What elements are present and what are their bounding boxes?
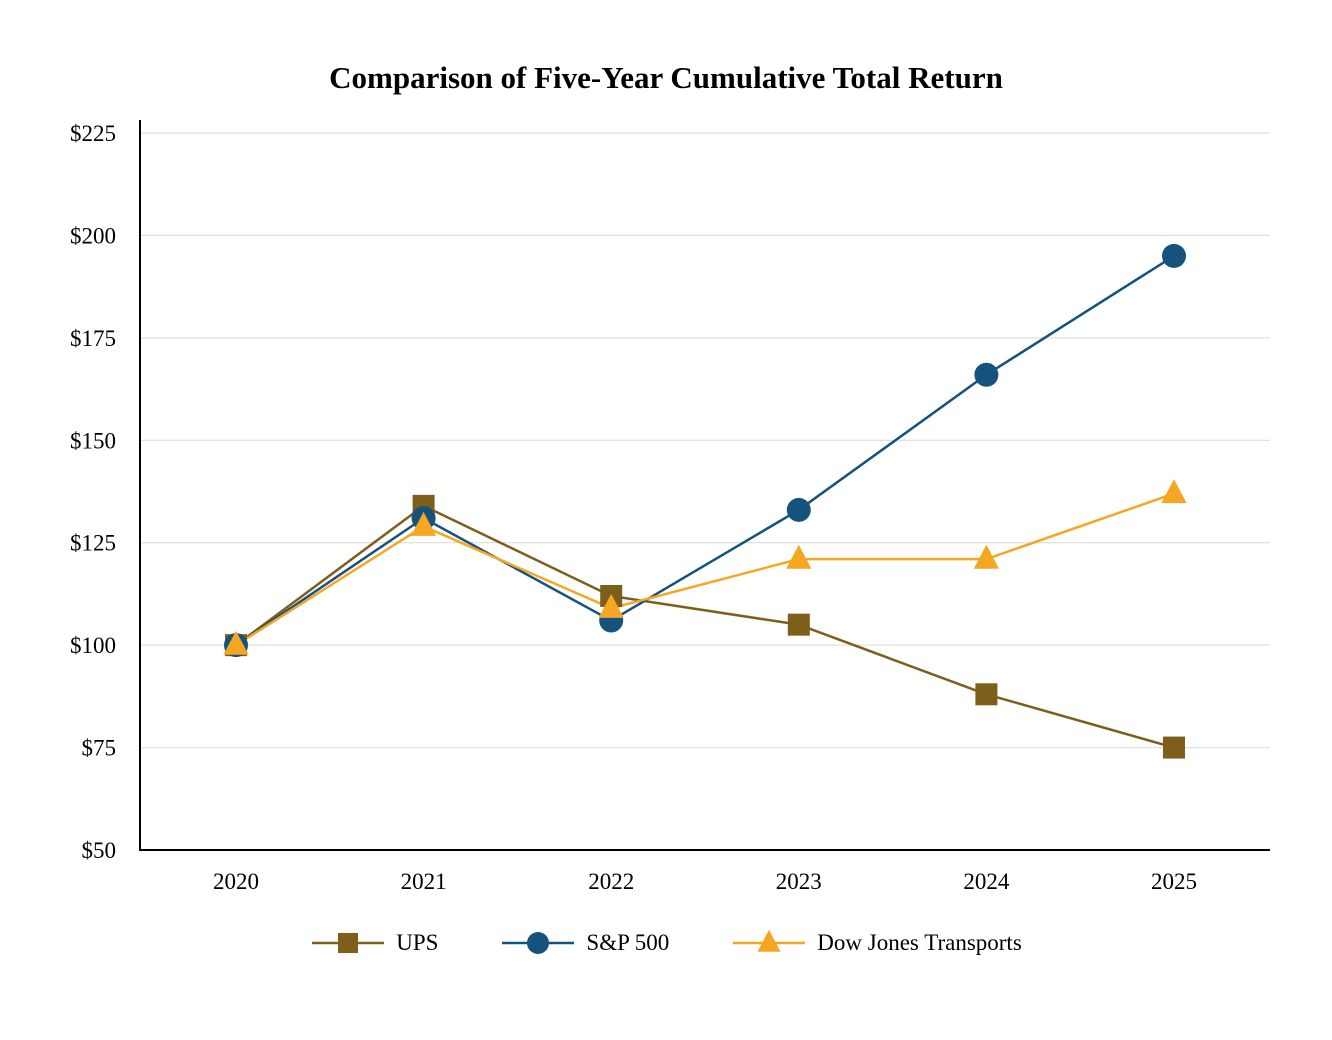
legend-item-ups: UPS — [310, 926, 438, 960]
marker-s-p-500-2025 — [1162, 243, 1186, 268]
marker-dow-jones-transports-2021 — [411, 511, 437, 536]
marker-s-p-500-2024 — [974, 362, 999, 387]
series-line-ups — [235, 504, 1175, 749]
legend-marker-ups — [338, 933, 359, 953]
x-axis-tick-label: 2023 — [776, 869, 822, 894]
y-axis-tick-label: $150 — [70, 428, 116, 453]
chart-plot-area: $50 $75 $100 $125 $150 $175 $200 $225 2020 2021 20… — [70, 120, 1270, 894]
legend-item-dow-jones-transports: Dow Jones Transports — [731, 926, 1022, 960]
x-axis-tick-label: 2024 — [963, 869, 1010, 894]
y-axis-tick-label: $50 — [82, 838, 117, 863]
marker-dow-jones-transports-2025 — [1161, 479, 1187, 504]
x-axis-tick-label: 2022 — [588, 869, 634, 894]
x-axis-tick-label: 2021 — [401, 869, 447, 894]
marker-dow-jones-transports-2022 — [598, 593, 624, 618]
marker-dow-jones-transports-2020 — [223, 630, 249, 655]
x-axis-tick-label: 2020 — [213, 869, 259, 894]
marker-ups-2025 — [1163, 736, 1185, 759]
circle-legend-marker-icon — [502, 932, 575, 954]
y-axis-tick-label: $175 — [70, 326, 116, 351]
marker-s-p-500-2023 — [786, 497, 811, 522]
marker-ups-2024 — [975, 683, 998, 706]
y-axis-tick-label: $200 — [70, 223, 116, 248]
legend-marker-dow-jones-transports — [757, 929, 781, 952]
marker-dow-jones-transports-2023 — [786, 544, 812, 569]
y-axis-tick-label: $100 — [70, 633, 116, 658]
series-line-s-p-500 — [235, 254, 1175, 647]
y-axis-tick-label: $75 — [82, 736, 117, 761]
x-axis-tick-label: 2025 — [1151, 869, 1197, 894]
chart-title: Comparison of Five-Year Cumulative Total… — [329, 60, 1003, 95]
series-line-dow-jones-transports — [235, 492, 1175, 647]
legend-label: Dow Jones Transports — [817, 930, 1022, 955]
legend-label: UPS — [396, 930, 439, 955]
legend-item-s-p-500: S&P 500 — [500, 926, 669, 960]
marker-ups-2023 — [787, 613, 810, 636]
y-axis-tick-label: $225 — [70, 121, 116, 146]
legend-marker-s-p-500 — [527, 932, 550, 954]
legend-label: S&P 500 — [586, 930, 670, 955]
square-legend-marker-icon — [312, 933, 385, 953]
y-axis-tick-label: $125 — [70, 531, 116, 556]
marker-dow-jones-transports-2024 — [973, 544, 999, 569]
chart-legend: UPS S&P 500 Dow Jones Transports — [0, 926, 1332, 960]
triangle-legend-marker-icon — [733, 929, 806, 952]
